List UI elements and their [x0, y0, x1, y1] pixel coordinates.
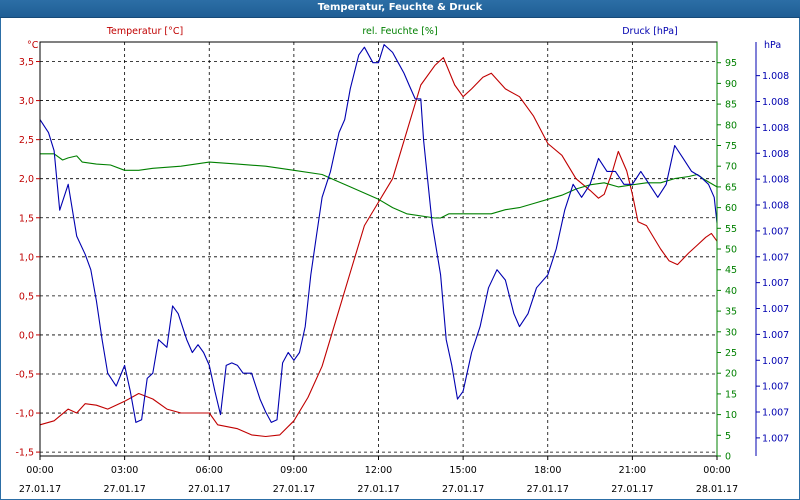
x-tick-time: 12:00	[365, 465, 392, 476]
x-tick-time: 15:00	[449, 465, 476, 476]
temperature-tick-label: 2,0	[19, 174, 34, 185]
pressure-tick-label: 1.007	[762, 356, 789, 367]
temperature-tick-label: 1,5	[19, 213, 34, 224]
x-tick-date: 27.01.17	[188, 484, 230, 495]
humidity-tick-label: 70	[725, 162, 737, 173]
x-tick-time: 00:00	[703, 465, 730, 476]
humidity-tick-label: 25	[725, 348, 737, 359]
title-bar: Temperatur, Feuchte & Druck	[0, 0, 800, 18]
pressure-tick-label: 1.008	[762, 123, 789, 134]
axes-layer: 3,5 3,0 2,5 2,0 1,5 1,0 0,5 0,0 -0,5 -1,0 -1,5 00:0…	[0, 18, 800, 500]
temperature-series-line	[39, 57, 718, 438]
pressure-tick-label: 1.008	[762, 149, 789, 160]
pressure-tick-label: 1.008	[762, 97, 789, 108]
temperature-tick-label: -1,5	[15, 448, 34, 459]
pressure-axis-title: Druck [hPa]	[622, 26, 678, 37]
humidity-tick-label: 15	[725, 389, 737, 400]
humidity-tick-label: 75	[725, 141, 737, 152]
humidity-axis-title: rel. Feuchte [%]	[362, 26, 437, 37]
x-tick-time: 21:00	[619, 465, 646, 476]
chart-background	[0, 18, 800, 500]
humidity-tick-label: 60	[725, 203, 737, 214]
pressure-tick-label: 1.007	[762, 278, 789, 289]
pressure-tick-label: 1.007	[762, 433, 789, 444]
x-tick-time: 03:00	[111, 465, 138, 476]
humidity-tick-label: 10	[725, 410, 737, 421]
humidity-tick-label: 95	[725, 58, 737, 69]
temperature-tick-label: 3,0	[19, 96, 34, 107]
temperature-unit-label: °C	[27, 40, 39, 51]
pressure-tick-label: 1.007	[762, 252, 789, 263]
x-tick-date: 28.01.17	[696, 484, 738, 495]
temperature-axis-title: Temperatur [°C]	[106, 26, 183, 37]
grid-lines	[40, 42, 717, 456]
temperature-tick-label: 2,5	[19, 135, 34, 146]
pressure-tick-label: 1.008	[762, 175, 789, 186]
humidity-tick-label: 50	[725, 245, 737, 256]
x-tick-time: 00:00	[26, 465, 53, 476]
x-tick-date: 27.01.17	[442, 484, 484, 495]
window-title: Temperatur, Feuchte & Druck	[317, 2, 483, 13]
x-tick-date: 27.01.17	[357, 484, 399, 495]
temperature-tick-label: 3,5	[19, 57, 34, 68]
x-tick-date: 27.01.17	[19, 484, 61, 495]
humidity-tick-label: 45	[725, 265, 737, 276]
pressure-tick-label: 1.008	[762, 71, 789, 82]
pressure-tick-label: 1.008	[762, 201, 789, 212]
x-tick-time: 06:00	[196, 465, 223, 476]
humidity-tick-label: 65	[725, 182, 737, 193]
x-tick-date: 27.01.17	[273, 484, 315, 495]
humidity-tick-label: 40	[725, 286, 737, 297]
temperature-tick-label: 0,5	[19, 291, 34, 302]
humidity-tick-label: 20	[725, 369, 737, 380]
x-tick-date: 27.01.17	[103, 484, 145, 495]
humidity-series-line	[40, 153, 718, 219]
series-layer	[39, 44, 718, 438]
pressure-tick-label: 1.007	[762, 408, 789, 419]
x-tick-date: 27.01.17	[611, 484, 653, 495]
humidity-tick-label: 35	[725, 307, 737, 318]
pressure-tick-label: 1.007	[762, 330, 789, 341]
humidity-tick-label: 85	[725, 100, 737, 111]
temperature-tick-label: -0,5	[15, 369, 34, 380]
humidity-tick-label: 90	[725, 79, 737, 90]
temperature-tick-label: 0,0	[19, 330, 34, 341]
pressure-unit-label: hPa	[764, 40, 781, 51]
humidity-tick-label: 55	[725, 224, 737, 235]
temperature-tick-label: -1,0	[15, 409, 34, 420]
temperature-tick-label: 1,0	[19, 252, 34, 263]
pressure-tick-label: 1.007	[762, 382, 789, 393]
pressure-series-line	[39, 44, 718, 423]
pressure-tick-label: 1.007	[762, 304, 789, 315]
humidity-tick-label: 5	[725, 431, 731, 442]
humidity-tick-label: 0	[725, 452, 731, 463]
humidity-tick-label: 30	[725, 327, 737, 338]
pressure-tick-label: 1.007	[762, 226, 789, 237]
x-tick-time: 18:00	[534, 465, 561, 476]
x-tick-time: 09:00	[280, 465, 307, 476]
humidity-tick-label: 80	[725, 120, 737, 131]
line-chart: 3,5 3,0 2,5 2,0 1,5 1,0 0,5 0,0 -0,5 -1,0 -1,5 00:0…	[0, 18, 800, 500]
x-tick-date: 27.01.17	[527, 484, 569, 495]
